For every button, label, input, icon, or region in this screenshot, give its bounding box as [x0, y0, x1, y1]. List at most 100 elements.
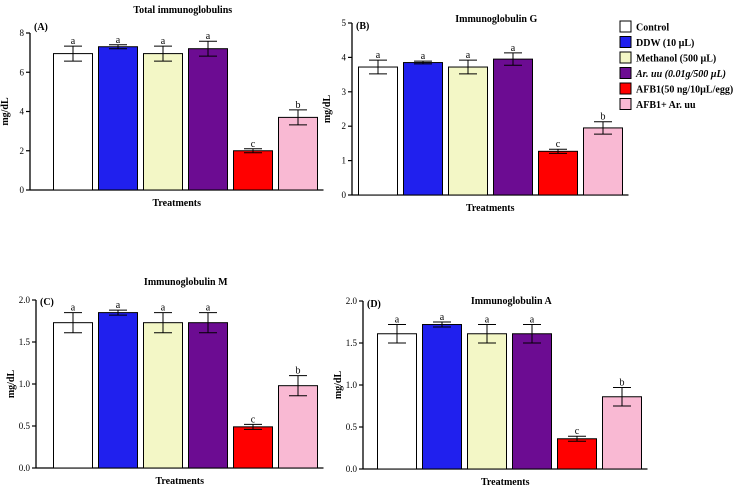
significance-letter: a: [511, 43, 516, 54]
significance-letter: a: [161, 303, 166, 314]
bar: [143, 53, 183, 191]
legend-label: DDW (10 µL): [636, 38, 694, 49]
bar: [602, 396, 642, 470]
significance-letter: c: [575, 426, 580, 437]
bar: [98, 312, 138, 469]
legend-swatch: [619, 36, 632, 48]
legend-swatch: [619, 98, 632, 110]
x-axis-title: Treatments: [152, 198, 201, 209]
significance-letter: b: [296, 366, 301, 377]
chart-title: Total immunoglobulins: [133, 5, 232, 16]
bar: [188, 322, 228, 469]
significance-letter: b: [296, 100, 301, 111]
significance-letter: a: [71, 36, 76, 47]
significance-letter: a: [530, 315, 535, 326]
legend-label: AFB1(50 ng/10µL/egg): [636, 85, 733, 96]
significance-letter: a: [485, 315, 490, 326]
y-axis-title: mg/dL: [322, 95, 333, 124]
y-tick-label: 0.0: [19, 463, 31, 473]
y-tick-label: 1.5: [346, 338, 358, 348]
legend-item: Methanol (500 µL): [619, 51, 716, 65]
significance-letter: a: [116, 300, 121, 311]
bar: [53, 53, 93, 191]
bar: [538, 150, 578, 196]
panel-label: (C): [40, 297, 54, 308]
y-tick-label: 6: [20, 67, 25, 77]
bar: [493, 58, 533, 196]
significance-letter: a: [206, 31, 211, 42]
y-axis-title: mg/dL: [0, 97, 11, 126]
bar: [233, 426, 273, 469]
y-tick-label: 1: [342, 156, 347, 166]
bar: [358, 66, 398, 196]
y-tick-label: 2: [342, 121, 347, 131]
x-axis-title: Treatments: [481, 477, 530, 488]
bar: [557, 438, 597, 470]
y-tick-label: 0.5: [346, 422, 358, 432]
y-tick-label: 0.0: [346, 464, 358, 474]
significance-letter: a: [395, 315, 400, 326]
bar: [467, 333, 507, 470]
significance-letter: b: [601, 112, 606, 123]
bar: [233, 150, 273, 191]
chart-panel-4: 0.0 0.5 1.0 1.5 2.0 a a a a c b Immunoglobulin A (D)…: [333, 296, 648, 488]
bar: [143, 322, 183, 469]
significance-letter: a: [376, 50, 381, 61]
legend-label: Control: [636, 23, 669, 34]
y-tick-label: 1.0: [346, 380, 358, 390]
bar: [377, 333, 417, 470]
legend-item: Control: [619, 20, 669, 34]
bar: [512, 333, 552, 470]
bar: [278, 385, 318, 469]
chart-title: Immunoglobulin A: [471, 296, 553, 307]
legend-swatch: [619, 82, 632, 95]
legend-label: AFB1+ Ar. uu: [636, 100, 696, 111]
significance-letter: b: [620, 378, 625, 389]
y-axis-title: mg/dL: [6, 370, 17, 399]
bar: [403, 62, 443, 196]
panel-label: (A): [34, 22, 48, 33]
significance-letter: a: [440, 312, 445, 323]
significance-letter: a: [466, 50, 471, 61]
y-tick-label: 4: [342, 52, 347, 62]
bar: [583, 127, 623, 196]
legend-label: Methanol (500 µL): [636, 54, 716, 65]
y-tick-label: 2: [20, 146, 25, 156]
bar: [422, 324, 462, 470]
legend-swatch: [619, 51, 632, 64]
legend-item: Ar. uu (0.01g/500 µL): [619, 67, 726, 80]
y-tick-label: 0.5: [19, 421, 31, 431]
bar: [188, 48, 228, 191]
significance-letter: a: [116, 35, 121, 46]
panel-label: (D): [367, 299, 381, 310]
significance-letter: a: [71, 303, 76, 314]
chart-title: Immunoglobulin G: [455, 14, 537, 25]
significance-letter: c: [556, 139, 561, 150]
y-tick-label: 0: [20, 185, 25, 195]
legend: Control DDW (10 µL) Methanol (500 µL) Ar. u…: [619, 20, 733, 111]
significance-letter: c: [251, 414, 256, 425]
chart-panel-3: 0.0 0.5 1.0 1.5 2.0 a a a a c b Immunoglobulin M (C)…: [6, 277, 324, 487]
y-tick-label: 0: [342, 190, 347, 200]
y-tick-label: 2.0: [19, 295, 31, 305]
y-tick-label: 2.0: [346, 296, 358, 306]
significance-letter: a: [206, 303, 211, 314]
significance-letter: a: [161, 36, 166, 47]
y-axis-title: mg/dL: [333, 371, 344, 400]
chart-panel-1: 0 2 4 6 8 a a a a c b Total immunoglobulins (A) Treat…: [0, 5, 324, 209]
y-tick-label: 3: [342, 87, 347, 97]
y-tick-label: 4: [20, 107, 25, 117]
chart-panel-2: 0 1 2 3 4 5 a a a a c b Immunoglobulin G (B) Treatment…: [322, 14, 629, 214]
significance-letter: a: [421, 51, 426, 62]
x-axis-title: Treatments: [155, 476, 204, 487]
panel-label: (B): [356, 21, 369, 32]
chart-title: Immunoglobulin M: [144, 277, 228, 288]
legend-item: AFB1(50 ng/10µL/egg): [619, 82, 733, 96]
legend-label: Ar. uu (0.01g/500 µL): [635, 69, 726, 80]
bar: [448, 66, 488, 196]
charts: 0 2 4 6 8 a a a a c b Total immunoglobulins (A) Treat…: [0, 5, 648, 488]
significance-letter: c: [251, 139, 256, 150]
legend-item: AFB1+ Ar. uu: [619, 98, 696, 111]
legend-item: DDW (10 µL): [619, 36, 694, 49]
